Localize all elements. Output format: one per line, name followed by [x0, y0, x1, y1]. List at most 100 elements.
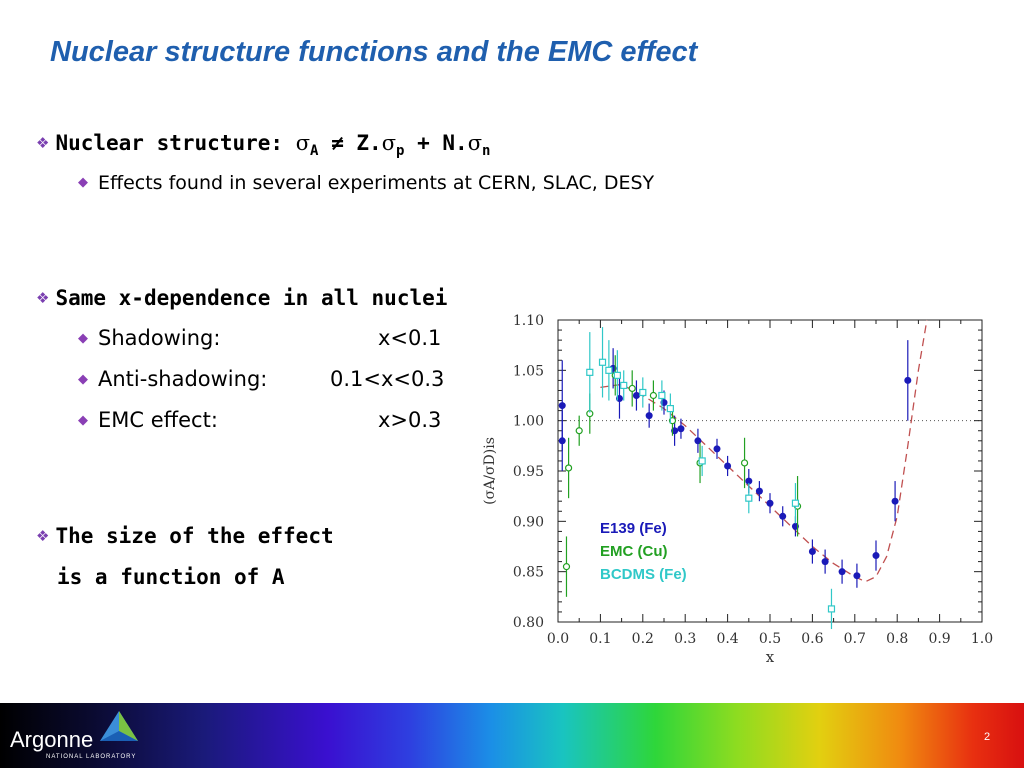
antishadowing-range: 0.1<x<0.3 [330, 367, 445, 391]
y-tick-label: 0.85 [513, 565, 544, 581]
data-point-bcdms [698, 457, 706, 465]
data-point-e139 [694, 437, 702, 445]
data-point-bcdms [658, 391, 666, 400]
shadowing-range: x<0.1 [378, 326, 442, 350]
legend-entry: BCDMS (Fe) [600, 566, 687, 583]
shadowing-label: Shadowing: [98, 326, 221, 350]
data-point-emc [649, 391, 657, 400]
data-point-bcdms [598, 358, 607, 366]
data-point-e139 [755, 487, 763, 495]
x-tick-label: 0.3 [674, 631, 696, 647]
sigma-symbol: σ [467, 131, 483, 155]
subscript-p: p [396, 143, 405, 159]
data-point-e139 [724, 462, 732, 470]
data-point-bcdms [613, 371, 621, 379]
y-axis-label: (σA/σD)is [482, 437, 498, 505]
sub-bullet-emc: ◆ EMC effect: x>0.3 [78, 408, 458, 432]
same-x-text: Same x-dependence in all nuclei [55, 286, 448, 310]
fit-curve [600, 319, 928, 583]
neq-text: ≠ Z. [318, 131, 382, 155]
x-tick-label: 1.0 [971, 631, 993, 647]
logo-text: Argonne [10, 727, 94, 752]
bullet-nuclear-structure: ❖ Nuclear structure: σA ≠ Z.σp + N.σn [36, 131, 490, 159]
data-point-bcdms [666, 404, 674, 413]
data-point-e139 [891, 497, 899, 505]
data-point-e139 [558, 437, 566, 445]
data-point-e139 [779, 512, 787, 520]
subscript-n: n [482, 143, 491, 159]
plus-text: + N. [404, 131, 468, 155]
data-point-e139 [645, 412, 653, 420]
data-point-bcdms [586, 368, 594, 376]
bullet-size-effect: ❖ The size of the effect [36, 524, 334, 548]
data-point-emc [668, 417, 677, 425]
data-point-e139 [838, 568, 846, 576]
x-tick-label: 0.1 [589, 631, 611, 647]
footer-bar [0, 703, 1024, 768]
data-point-bcdms [827, 605, 836, 613]
sub-bullet-effects: ◆ Effects found in several experiments at… [78, 172, 654, 194]
x-axis-label: x [766, 648, 775, 666]
emc-range: x>0.3 [378, 408, 442, 432]
data-point-bcdms [791, 499, 800, 507]
data-point-bcdms [745, 494, 753, 502]
data-point-e139 [632, 392, 640, 399]
size-line1: The size of the effect [55, 524, 334, 548]
x-tick-label: 0.5 [759, 631, 781, 647]
subscript-a: A [310, 143, 319, 159]
x-tick-label: 0.6 [801, 631, 823, 647]
x-tick-label: 0.9 [928, 631, 950, 647]
bullet-same-x: ❖ Same x-dependence in all nuclei [36, 286, 447, 310]
x-tick-label: 0.8 [886, 631, 908, 647]
emc-ratio-chart: 0.0 0.1 0.2 0.3 0.4 0.5 0.6 0.7 0.8 0.9 1.0 0.80 0.8… [482, 313, 993, 666]
data-point-e139 [766, 499, 774, 507]
legend-entry: E139 (Fe) [600, 520, 667, 537]
data-point-emc [740, 459, 749, 467]
x-tick-label: 0.0 [547, 631, 569, 647]
x-tick-label: 0.4 [716, 631, 738, 647]
bullet-diamond-icon: ❖ [36, 527, 50, 545]
antishadowing-label: Anti-shadowing: [98, 367, 268, 391]
data-point-emc [562, 563, 571, 571]
bullet-diamond-icon: ◆ [78, 413, 88, 428]
emc-label: EMC effect: [98, 408, 218, 432]
bullet-diamond-icon: ◆ [78, 331, 88, 346]
y-tick-label: 0.80 [513, 615, 544, 631]
sub-bullet-shadowing: ◆ Shadowing: x<0.1 [78, 326, 458, 350]
y-tick-label: 0.95 [513, 464, 544, 480]
data-point-e139 [713, 445, 721, 453]
y-tick-label: 1.10 [513, 313, 544, 329]
y-tick-label: 0.90 [513, 514, 544, 530]
data-point-e139 [904, 376, 912, 384]
data-point-bcdms [620, 381, 628, 390]
data-point-bcdms [639, 388, 647, 397]
data-point-e139 [821, 558, 829, 566]
slide-title: Nuclear structure functions and the EMC … [50, 36, 698, 68]
x-tick-label: 0.2 [632, 631, 654, 647]
data-point-e139 [808, 548, 816, 556]
data-point-emc [628, 384, 636, 393]
y-tick-label: 1.05 [513, 363, 544, 379]
bullet-diamond-icon: ❖ [36, 134, 50, 152]
bullet-diamond-icon: ❖ [36, 289, 50, 307]
data-point-e139 [872, 552, 880, 560]
effects-text: Effects found in several experiments at … [98, 172, 655, 194]
data-point-bcdms [605, 366, 613, 374]
bullet-diamond-icon: ◆ [78, 372, 88, 387]
data-point-emc [575, 427, 583, 435]
argonne-logo: Argonne [10, 711, 138, 753]
sub-bullet-antishadowing: ◆ Anti-shadowing: 0.1<x<0.3 [78, 367, 458, 391]
argonne-triangle-icon [100, 711, 138, 741]
logo-subtitle: NATIONAL LABORATORY [46, 754, 137, 760]
data-point-e139 [677, 425, 685, 433]
bullet-diamond-icon: ◆ [78, 175, 88, 190]
legend-entry: EMC (Cu) [600, 543, 668, 560]
sigma-symbol: σ [381, 131, 397, 155]
data-point-emc [564, 464, 573, 472]
data-point-e139 [853, 572, 861, 580]
data-point-e139 [745, 477, 753, 485]
x-tick-label: 0.7 [844, 631, 866, 647]
size-line2: is a function of A [57, 565, 285, 589]
data-point-e139 [558, 402, 566, 410]
page-number: 2 [984, 731, 991, 743]
